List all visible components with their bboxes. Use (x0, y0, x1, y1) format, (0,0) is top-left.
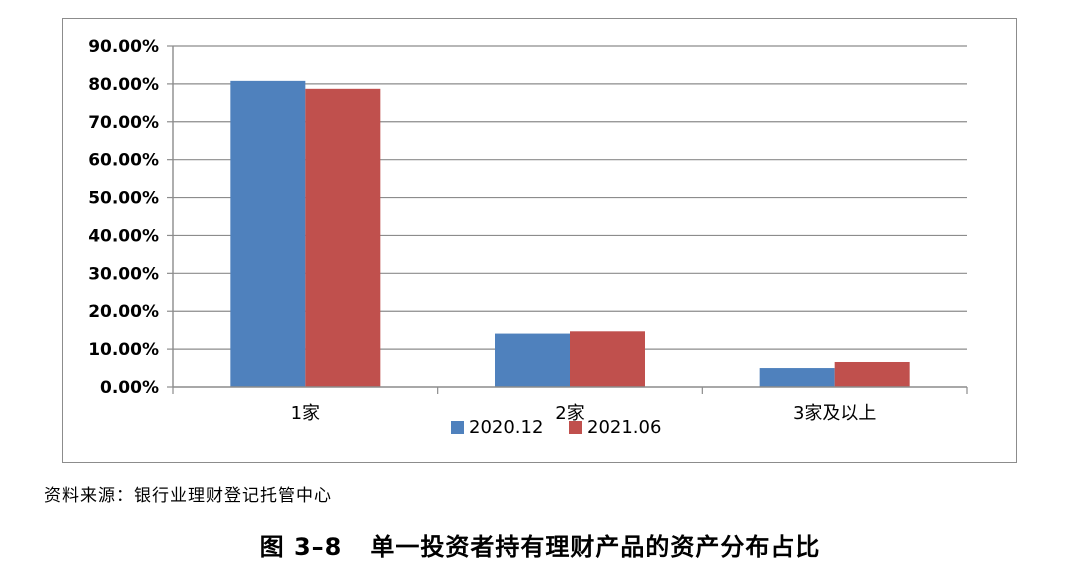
figure-caption: 图 3–8 单一投资者持有理财产品的资产分布占比 (0, 527, 1080, 562)
y-tick-label: 10.00% (88, 340, 159, 360)
x-category-label: 2家 (555, 403, 584, 424)
y-tick-label: 20.00% (88, 302, 159, 322)
figure-title: 单一投资者持有理财产品的资产分布占比 (370, 533, 821, 561)
figure-number: 图 3–8 (259, 533, 343, 561)
y-tick-label: 70.00% (88, 113, 159, 133)
bar-chart: 0.00% 10.00% 20.00% 30.00% 40.00% 50.00% 60.00… (88, 37, 968, 438)
x-category-label: 1家 (291, 403, 320, 424)
y-tick-label: 40.00% (88, 226, 159, 246)
y-tick-label: 30.00% (88, 264, 159, 284)
y-tick-label: 0.00% (100, 378, 159, 398)
bar-1-1 (570, 331, 645, 387)
bar-0-1 (305, 88, 381, 387)
y-tick-label: 80.00% (88, 75, 159, 95)
bar-1-0 (495, 333, 570, 387)
bar-2-0 (759, 368, 835, 387)
bar-2-1 (834, 361, 910, 387)
legend-label-1: 2021.06 (587, 417, 661, 438)
y-tick-label: 50.00% (88, 189, 159, 209)
y-tick-label: 60.00% (88, 151, 159, 171)
y-tick-label: 90.00% (88, 37, 159, 57)
source-note: 资料来源：银行业理财登记托管中心 (44, 486, 332, 506)
bar-0-0 (230, 80, 306, 387)
legend-swatch-1 (569, 421, 582, 434)
chart-frame: 0.00% 10.00% 20.00% 30.00% 40.00% 50.00% 60.00… (62, 18, 1017, 463)
legend-label-0: 2020.12 (469, 417, 543, 438)
x-category-label: 3家及以上 (793, 403, 876, 424)
legend-swatch-0 (451, 421, 464, 434)
